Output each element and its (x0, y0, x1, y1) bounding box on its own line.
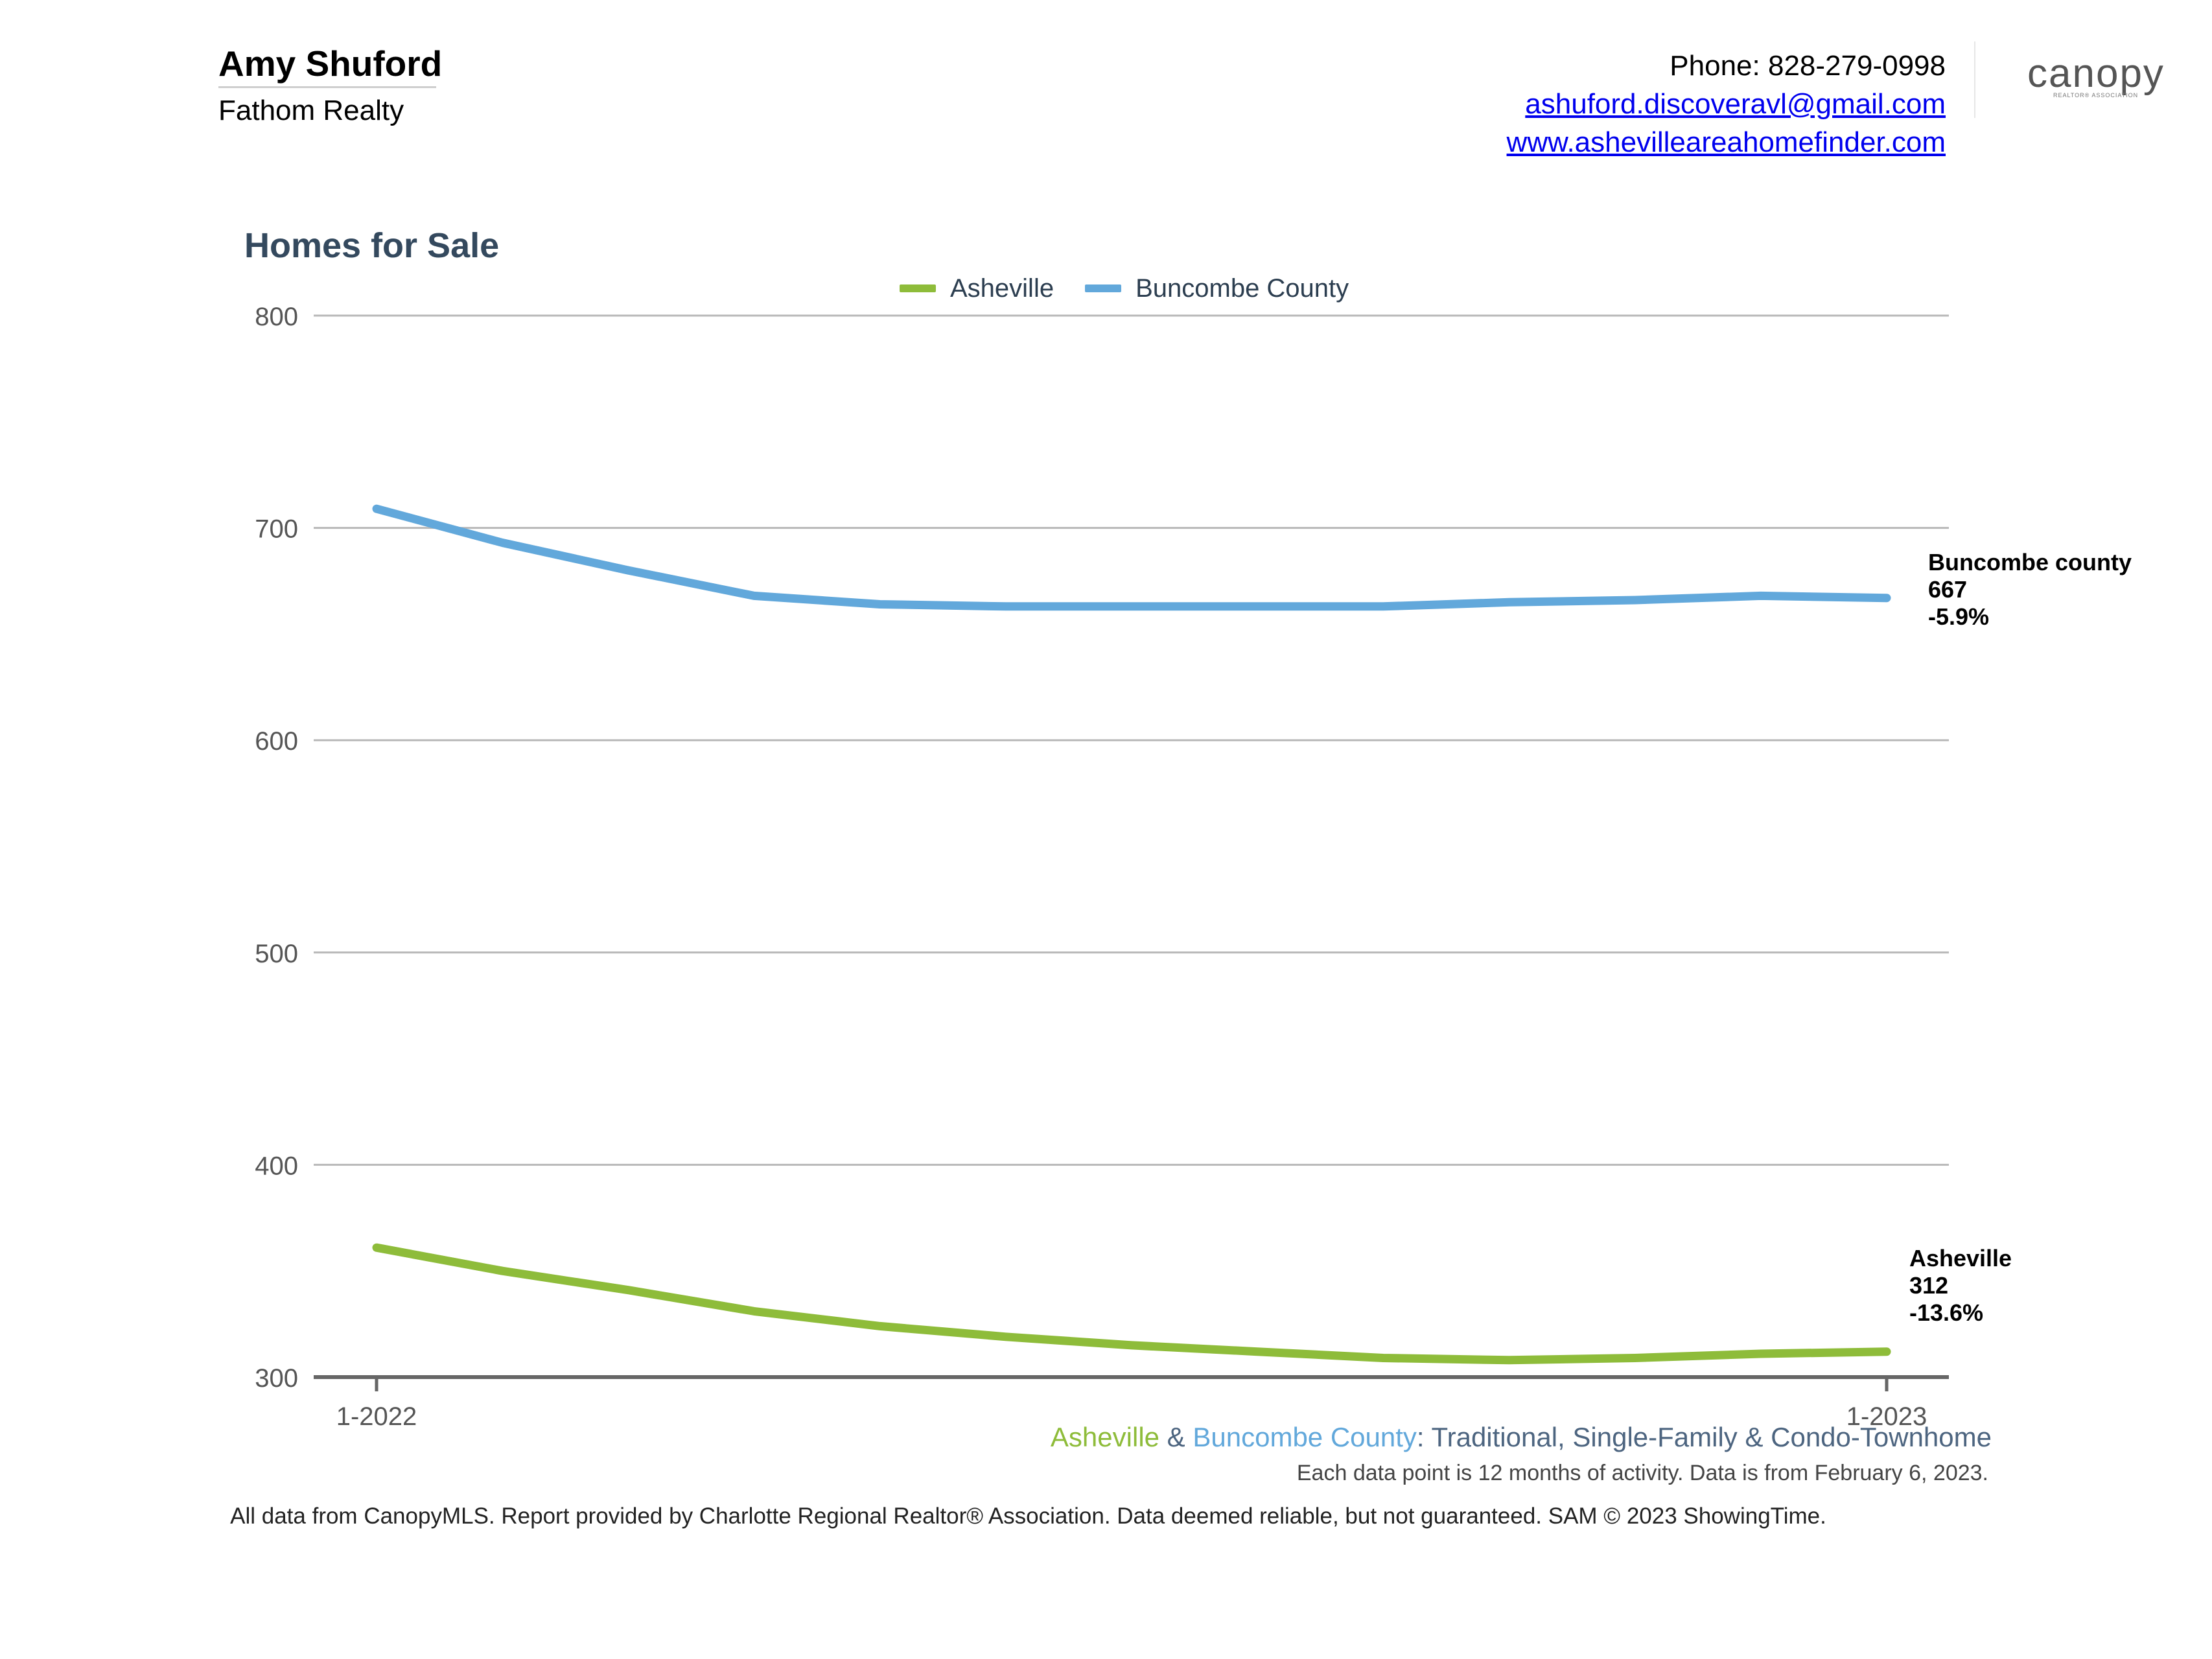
footer-series-a: Asheville (1050, 1422, 1160, 1452)
legend-item-asheville[interactable]: Asheville (900, 274, 1054, 303)
end-label-value: 312 (1909, 1272, 1948, 1299)
end-label-change: -13.6% (1909, 1299, 1983, 1326)
website-link[interactable]: www.ashevilleareahomefinder.com (1506, 126, 1946, 158)
footer-ampersand: & (1159, 1422, 1193, 1452)
legend-item-buncombe[interactable]: Buncombe County (1085, 274, 1349, 303)
canopy-logo: canopy REALTOR® ASSOCIATION (2027, 51, 2163, 102)
chart-title: Homes for Sale (244, 226, 500, 265)
legend-label-asheville: Asheville (950, 273, 1054, 303)
series-line-buncombe (372, 504, 1891, 611)
end-label-name: Asheville (1909, 1245, 2012, 1271)
x-tick-label: 1-2022 (336, 1402, 417, 1431)
chart-legend: Asheville Buncombe County (900, 272, 1380, 305)
x-tick-label: 1-2023 (1846, 1402, 1927, 1431)
footer-note: Each data point is 12 months of activity… (1296, 1461, 1988, 1485)
agent-name-underline (218, 86, 436, 88)
y-tick-label: 500 (255, 940, 298, 968)
footer-series-description: Asheville & Buncombe County: Traditional… (1051, 1422, 1992, 1453)
y-tick-label: 400 (255, 1152, 298, 1180)
footer-series-b: Buncombe County (1193, 1422, 1417, 1452)
agent-name: Amy Shuford (218, 43, 443, 84)
legend-swatch-asheville (900, 284, 936, 292)
y-tick-label: 800 (255, 303, 298, 331)
y-tick-label: 600 (255, 727, 298, 756)
end-label-change: -5.9% (1928, 603, 1989, 630)
logo-subtext: REALTOR® ASSOCIATION (2053, 92, 2139, 99)
end-label-name: Buncombe county (1928, 549, 2132, 575)
agent-company: Fathom Realty (218, 95, 404, 126)
y-tick-label: 700 (255, 515, 298, 544)
logo-wordmark: canopy (2027, 51, 2165, 96)
contact-block: Phone: 828-279-0998 ashuford.discoveravl… (1507, 47, 1946, 161)
legend-swatch-buncombe (1085, 284, 1122, 292)
phone-text: Phone: 828-279-0998 (1670, 50, 1946, 82)
y-tick-label: 300 (255, 1364, 298, 1393)
footer-property-types: : Traditional, Single-Family & Condo-Tow… (1416, 1422, 1992, 1452)
legend-label-buncombe: Buncombe County (1135, 273, 1349, 303)
header-divider (1974, 41, 1975, 118)
footer-source-text: All data from CanopyMLS. Report provided… (230, 1503, 1826, 1529)
series-line-asheville (372, 1243, 1891, 1365)
end-label-value: 667 (1928, 576, 1967, 603)
email-link[interactable]: ashuford.discoveravl@gmail.com (1525, 88, 1946, 120)
footer-source: All data from CanopyMLS. Report provided… (0, 1503, 2212, 1529)
